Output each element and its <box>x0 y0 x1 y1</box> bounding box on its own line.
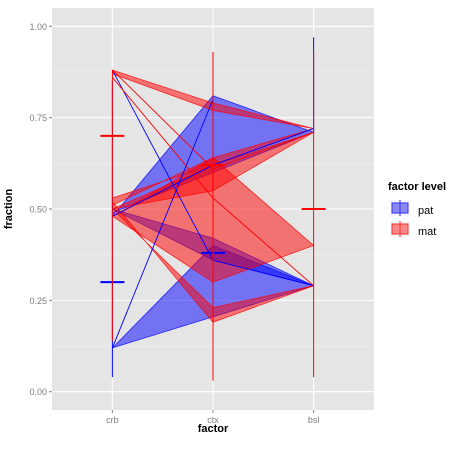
line-pat <box>111 99 214 349</box>
legend-title: factor level <box>388 181 446 193</box>
y-tick-label: 0.00 <box>29 387 47 397</box>
y-tick-label: 0.50 <box>29 205 47 215</box>
legend-label-mat: mat <box>418 226 436 238</box>
data-layer <box>100 37 326 381</box>
legend-keys <box>389 199 411 238</box>
legend: factor level pat mat <box>388 181 446 238</box>
axes: 0.00 0.25 0.50 0.75 1.00 crb ctx bsl <box>29 22 319 425</box>
x-tick-label: bsl <box>308 415 320 425</box>
y-tick-label: 0.25 <box>29 296 47 306</box>
legend-label-pat: pat <box>418 205 433 217</box>
y-tick-label: 0.75 <box>29 113 47 123</box>
x-tick-label: crb <box>106 415 119 425</box>
y-tick-label: 1.00 <box>29 22 47 32</box>
y-axis-title: fraction <box>3 189 15 230</box>
x-tick-label: ctx <box>207 415 219 425</box>
x-axis-title: factor <box>198 423 229 435</box>
